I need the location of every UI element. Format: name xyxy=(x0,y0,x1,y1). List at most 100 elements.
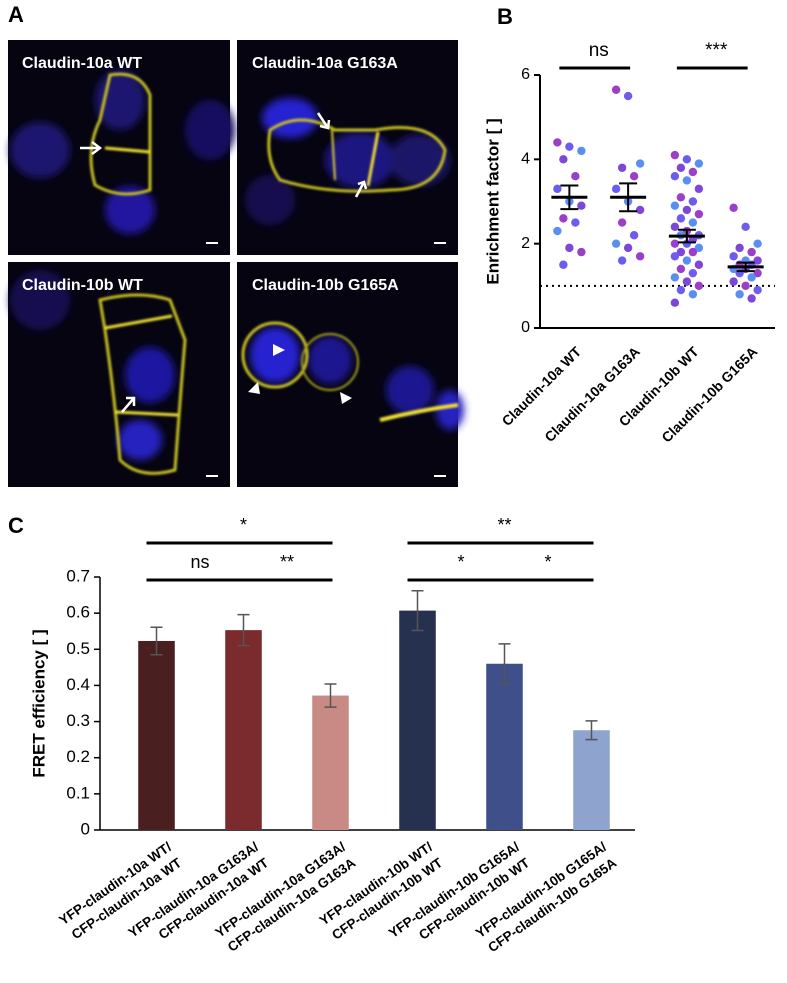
significance-label: ** xyxy=(280,552,294,572)
y-axis-label: FRET efficiency [ ] xyxy=(29,629,48,777)
micrograph: Claudin-10b WT xyxy=(8,262,230,487)
significance-label: ** xyxy=(497,515,511,535)
error-bar xyxy=(411,589,424,632)
data-point xyxy=(735,290,744,299)
data-point xyxy=(611,184,621,194)
data-point xyxy=(577,201,586,210)
significance-label: ns xyxy=(190,552,209,572)
data-point xyxy=(682,155,692,164)
micrograph: Claudin-10a G163A xyxy=(237,40,458,255)
micrograph: Claudin-10a WT xyxy=(8,40,235,255)
data-point xyxy=(694,243,704,253)
data-point xyxy=(559,214,568,223)
data-point xyxy=(682,205,692,215)
y-tick-label: 0.2 xyxy=(66,747,90,766)
data-point xyxy=(553,138,562,147)
data-point xyxy=(741,222,750,231)
data-point xyxy=(670,252,680,261)
data-point xyxy=(694,209,704,219)
significance-label: * xyxy=(544,552,551,572)
data-point xyxy=(694,281,704,291)
data-point xyxy=(688,247,698,257)
data-point xyxy=(694,184,704,194)
data-point xyxy=(729,277,738,286)
error-bar xyxy=(324,683,337,708)
micrograph: Claudin-10b G165A xyxy=(237,262,464,487)
data-point xyxy=(688,268,698,278)
data-point xyxy=(559,155,568,164)
data-point xyxy=(694,159,704,168)
significance-label: *** xyxy=(705,40,728,61)
error-bar xyxy=(237,613,250,647)
significance-label: ns xyxy=(589,40,609,61)
data-point xyxy=(571,218,580,227)
data-point xyxy=(577,146,586,156)
significance-label: * xyxy=(240,515,247,535)
data-point xyxy=(682,256,692,265)
y-tick-label: 2 xyxy=(521,235,530,252)
error-bar xyxy=(677,228,696,244)
data-point xyxy=(565,142,574,151)
data-point xyxy=(623,91,633,101)
y-tick-label: 0.5 xyxy=(66,639,90,658)
data-point xyxy=(753,239,762,248)
data-point xyxy=(670,239,680,248)
data-point xyxy=(753,268,762,278)
error-bar xyxy=(585,720,598,741)
data-point xyxy=(676,285,686,295)
bar xyxy=(225,630,262,830)
data-point xyxy=(629,231,639,240)
data-point xyxy=(729,203,738,213)
data-point xyxy=(635,252,645,261)
data-point xyxy=(729,252,738,261)
y-tick-label: 0.6 xyxy=(66,603,90,622)
significance-label: * xyxy=(457,552,464,572)
data-point xyxy=(676,193,686,202)
data-point xyxy=(635,205,645,215)
bar xyxy=(399,610,436,830)
data-point xyxy=(559,260,568,269)
data-point xyxy=(617,218,627,227)
data-point xyxy=(688,218,698,227)
data-point xyxy=(565,243,574,253)
panel-label: A xyxy=(8,2,24,27)
data-point xyxy=(676,264,686,274)
data-point xyxy=(611,85,621,94)
data-point xyxy=(688,290,698,299)
data-point xyxy=(753,285,762,295)
panel-label: C xyxy=(8,513,24,538)
y-tick-label: 6 xyxy=(521,66,530,83)
data-point xyxy=(617,163,627,172)
error-bar xyxy=(560,184,579,211)
y-axis-label: Enrichment factor [ ] xyxy=(483,118,502,284)
bar xyxy=(312,695,349,830)
data-point xyxy=(670,172,680,181)
data-point xyxy=(694,260,704,269)
panel-label: B xyxy=(497,4,513,29)
data-point xyxy=(676,214,686,223)
bar xyxy=(486,663,523,830)
data-point xyxy=(571,172,580,181)
data-point xyxy=(753,256,762,265)
data-point xyxy=(670,298,680,307)
error-bar xyxy=(498,643,511,685)
data-point xyxy=(670,150,680,160)
y-tick-label: 4 xyxy=(521,151,530,168)
data-point xyxy=(577,247,586,257)
error-bar xyxy=(736,261,755,273)
bar xyxy=(138,640,175,830)
data-point xyxy=(747,247,756,257)
data-point xyxy=(670,222,680,231)
data-point xyxy=(676,163,686,172)
data-point xyxy=(623,243,633,253)
y-tick-label: 0.7 xyxy=(66,566,90,585)
data-point xyxy=(735,243,744,253)
data-point xyxy=(682,176,692,185)
y-tick-label: 0.3 xyxy=(66,711,90,730)
data-point xyxy=(553,184,562,194)
image-title: Claudin-10a WT xyxy=(22,55,142,72)
data-point xyxy=(670,201,680,210)
error-bar xyxy=(150,626,163,656)
data-point xyxy=(747,273,756,282)
